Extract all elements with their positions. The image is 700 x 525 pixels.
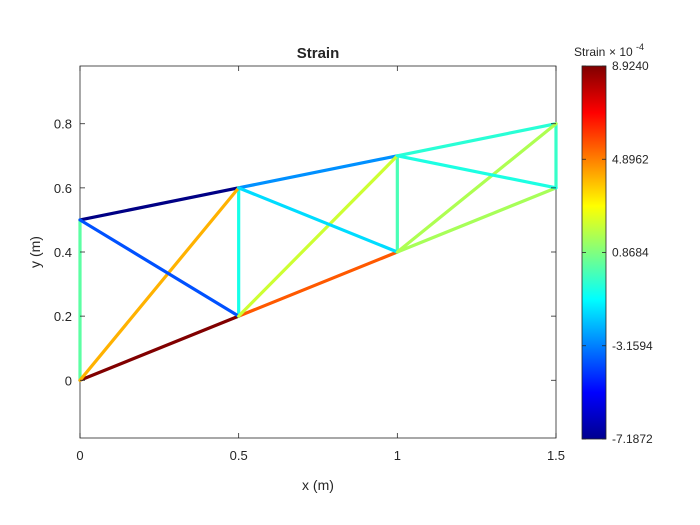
colorbar-tick-label: 0.8684 (612, 246, 649, 260)
x-tick-label: 0 (76, 448, 83, 463)
colorbar-tick-label: 8.9240 (612, 59, 649, 73)
truss-member (237, 186, 399, 254)
x-tick-label: 1.5 (547, 448, 565, 463)
truss-members (78, 122, 558, 382)
chart-title: Strain (297, 45, 340, 62)
truss-member (78, 186, 241, 222)
colorbar-tick-label: 4.8962 (612, 152, 649, 166)
y-tick-label: 0.8 (54, 117, 72, 132)
y-axis-ticks: 0 0.2 0.4 0.6 0.8 (54, 117, 556, 388)
truss-member (78, 314, 241, 382)
x-tick-label: 0.5 (230, 448, 248, 463)
colorbar-ticks: 8.9240 4.8962 0.8684 -3.1594 -7.1872 (582, 59, 653, 446)
colorbar-tick-label: -7.1872 (612, 432, 653, 446)
colorbar-exponent: × 10 -4 (609, 42, 644, 59)
y-tick-label: 0.2 (54, 309, 72, 324)
y-tick-label: 0.4 (54, 245, 72, 260)
colorbar-exponent-power: -4 (636, 42, 644, 52)
y-tick-label: 0.6 (54, 181, 72, 196)
plot-axes: 0 0.5 1 1.5 0 0.2 0.4 0.6 0.8 Strain x (m) y (m… (27, 45, 565, 493)
y-axis-label: y (m) (27, 236, 43, 268)
truss-member (395, 122, 558, 158)
plot-area (79, 65, 557, 439)
colorbar-exponent-base: × 10 (609, 45, 633, 59)
x-tick-label: 1 (394, 448, 401, 463)
truss-member (237, 154, 399, 190)
truss-member (78, 218, 241, 318)
truss-member (395, 154, 558, 190)
truss-member (395, 186, 558, 254)
truss-member (395, 122, 558, 254)
colorbar-title: Strain (574, 45, 605, 59)
truss-member (237, 154, 399, 318)
x-axis-label: x (m) (302, 477, 334, 493)
x-axis-ticks: 0 0.5 1 1.5 (76, 66, 565, 463)
truss-member (78, 186, 241, 382)
y-tick-label: 0 (65, 373, 72, 388)
colorbar-tick-label: -3.1594 (612, 339, 653, 353)
truss-member (237, 250, 399, 318)
